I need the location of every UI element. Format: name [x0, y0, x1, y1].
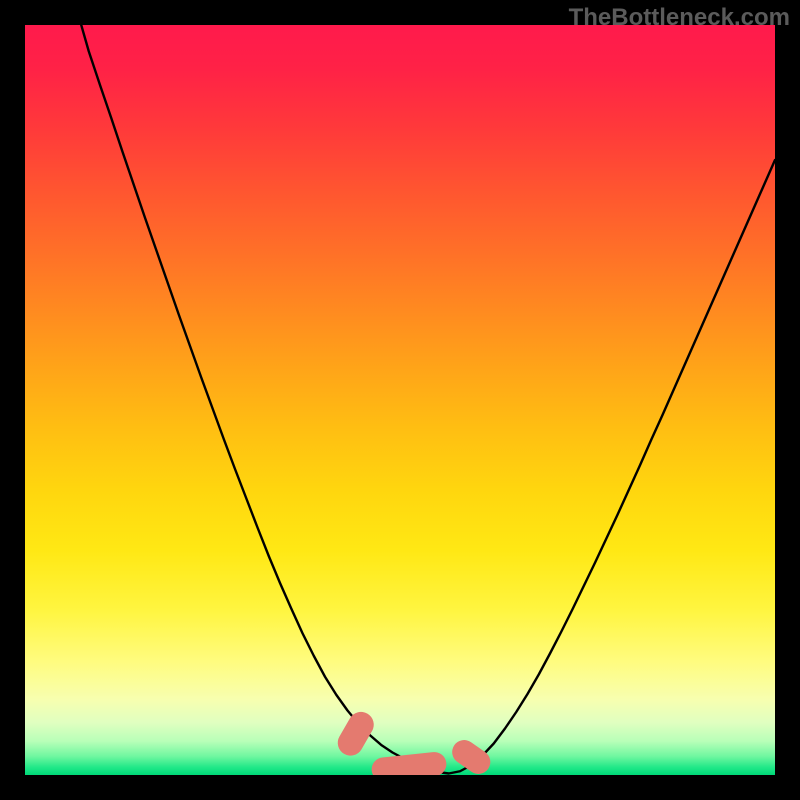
plot-area	[25, 25, 775, 775]
watermark-label: TheBottleneck.com	[569, 4, 790, 32]
gradient-background	[25, 25, 775, 775]
chart-svg	[25, 25, 775, 775]
